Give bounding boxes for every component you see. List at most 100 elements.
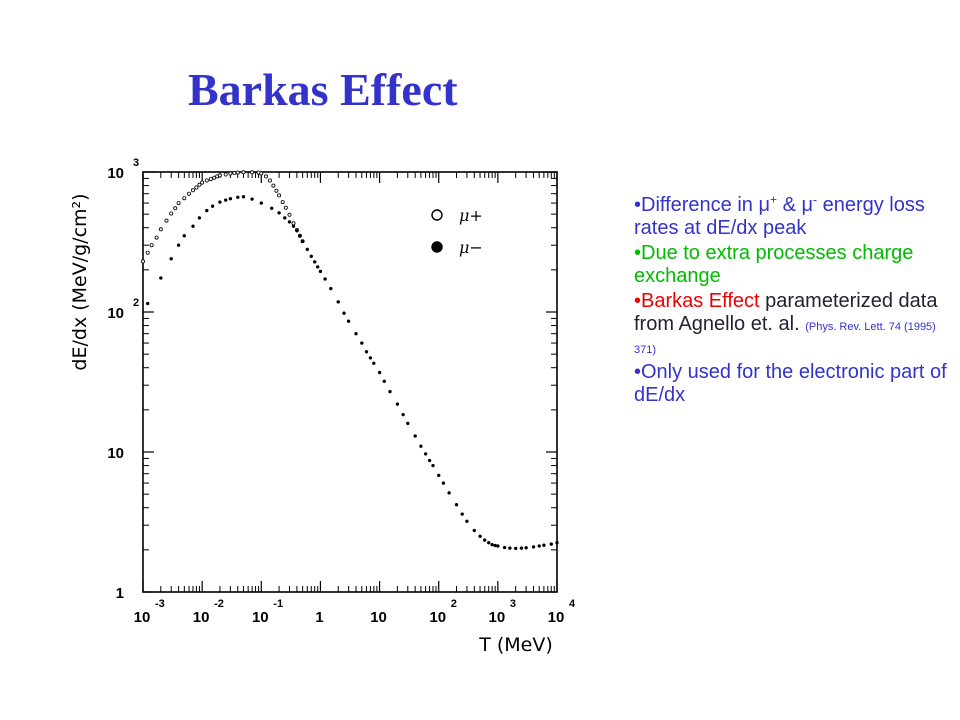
mu-minus-point [298, 234, 302, 238]
bullet-text: - [813, 192, 818, 207]
mu-minus-point [295, 229, 299, 233]
y-tick-label: 10 [107, 165, 124, 182]
mu-plus-point [149, 243, 154, 248]
mu-plus-point [235, 170, 240, 175]
mu-minus-point [382, 379, 387, 384]
x-axis-label: T (MeV) [478, 634, 553, 656]
mu-plus-point [200, 180, 205, 185]
mu-plus-point [176, 201, 181, 206]
mu-plus-point [158, 227, 163, 232]
mu-plus-point [250, 170, 255, 175]
mu-minus-point [486, 540, 491, 545]
x-tick-label-exponent: 2 [451, 598, 457, 610]
slide-title: Barkas Effect [188, 64, 458, 115]
mu-minus-point [465, 519, 469, 524]
mu-minus-point [478, 534, 482, 539]
legend: μ+ μ− [431, 206, 483, 257]
mu-minus-point [305, 247, 310, 252]
mu-minus-point [241, 195, 246, 199]
mu-minus-point [431, 463, 435, 468]
mu-minus-point [205, 208, 209, 213]
mu-plus-point [182, 196, 187, 201]
mu-minus-point [236, 195, 240, 200]
plot-frame [142, 171, 558, 593]
mu-minus-point [364, 350, 369, 354]
x-tick-label: 1 [315, 609, 323, 626]
mu-minus-point [401, 412, 405, 417]
mu-plus-point [190, 188, 195, 193]
mu-plus-point [140, 259, 145, 264]
mu-minus-point [423, 452, 428, 456]
bullet-item: •Barkas Effect parameterized data from A… [634, 290, 954, 359]
mu-minus-point [360, 341, 364, 345]
mu-minus-point [354, 331, 358, 336]
mu-minus-point [460, 512, 464, 516]
mu-minus-point [315, 265, 320, 269]
x-tick-label-exponent: 3 [510, 598, 516, 610]
mu-plus-point [283, 205, 288, 210]
mu-minus-point [368, 356, 373, 360]
mu-minus-point [519, 546, 524, 550]
tick-labels: 10 -3 10 -2 10 -1 1 10 10 2 10 3 10 4 1 10 10 2 10 3 [107, 157, 576, 626]
mu-minus-point [549, 542, 554, 546]
mu-minus-point [323, 277, 327, 281]
mu-plus-point [274, 188, 279, 193]
mu-minus-point [250, 197, 254, 201]
mu-plus-point [173, 206, 178, 211]
bullet-text: •Due to extra processes [634, 242, 853, 264]
mu-minus-point [454, 502, 459, 507]
mu-minus-point [388, 389, 392, 394]
mu-minus-point [169, 257, 173, 261]
mu-minus-point [259, 201, 264, 205]
bullet-item: •Difference in μ+ & μ- energy loss rates… [634, 192, 954, 240]
mu-plus-point [287, 212, 292, 217]
bullet-item: •Due to extra processes charge exchange [634, 242, 954, 288]
mu-plus-point [204, 178, 209, 183]
bullet-text: parameterized data from Agnello et. al. [634, 290, 938, 335]
mu-minus-point [531, 545, 536, 549]
bullet-text: & [777, 194, 802, 216]
mu-minus-point [496, 544, 500, 548]
mu-minus-point [336, 300, 340, 304]
mu-plus-point [154, 235, 159, 240]
bullet-text: •Difference in [634, 194, 759, 216]
mu-minus-point [436, 473, 441, 478]
mu-minus-point [377, 370, 382, 375]
mu-minus-point [508, 546, 512, 550]
y-tick-label-exponent: 3 [133, 157, 139, 169]
x-tick-label-exponent: -1 [273, 598, 283, 610]
mu-plus-point [263, 174, 268, 179]
bullet-item: •Only used for the electronic part of dE… [634, 361, 954, 407]
mu-plus-point [280, 200, 285, 205]
mu-minus-point [346, 319, 351, 323]
y-tick-label-exponent: 2 [133, 297, 139, 309]
mu-plus-point [194, 185, 199, 190]
bullet-text: •Only used for the electronic part of dE… [634, 361, 947, 406]
mu-minus-point [228, 196, 233, 201]
mu-minus-point [502, 545, 507, 550]
mu-minus-point [395, 402, 400, 406]
mu-plus-point [228, 171, 233, 176]
mu-minus-point [159, 276, 163, 280]
mu-minus-point [197, 216, 202, 220]
x-tick-label: 10 [429, 609, 446, 626]
mu-plus-point [145, 250, 150, 255]
bullet-text: charge exchange [634, 242, 914, 287]
bullet-text: μ [801, 194, 814, 216]
mu-plus-point [164, 218, 169, 223]
x-tick-label-exponent: -3 [155, 598, 165, 610]
mu-plus-point [232, 170, 237, 175]
mu-minus-point [312, 260, 317, 264]
mu-minus-point [182, 234, 187, 238]
mu-plus-point [169, 211, 174, 216]
legend-open-circle-icon [431, 209, 443, 221]
mu-minus-point [427, 458, 432, 463]
mu-minus-point [419, 444, 423, 448]
mu-minus-point [145, 301, 150, 306]
mu-minus-point [329, 286, 333, 291]
x-tick-label-exponent: 4 [569, 598, 576, 610]
mu-minus-point [218, 200, 222, 204]
legend-label: μ− [459, 238, 483, 257]
mu-plus-point [197, 182, 202, 187]
